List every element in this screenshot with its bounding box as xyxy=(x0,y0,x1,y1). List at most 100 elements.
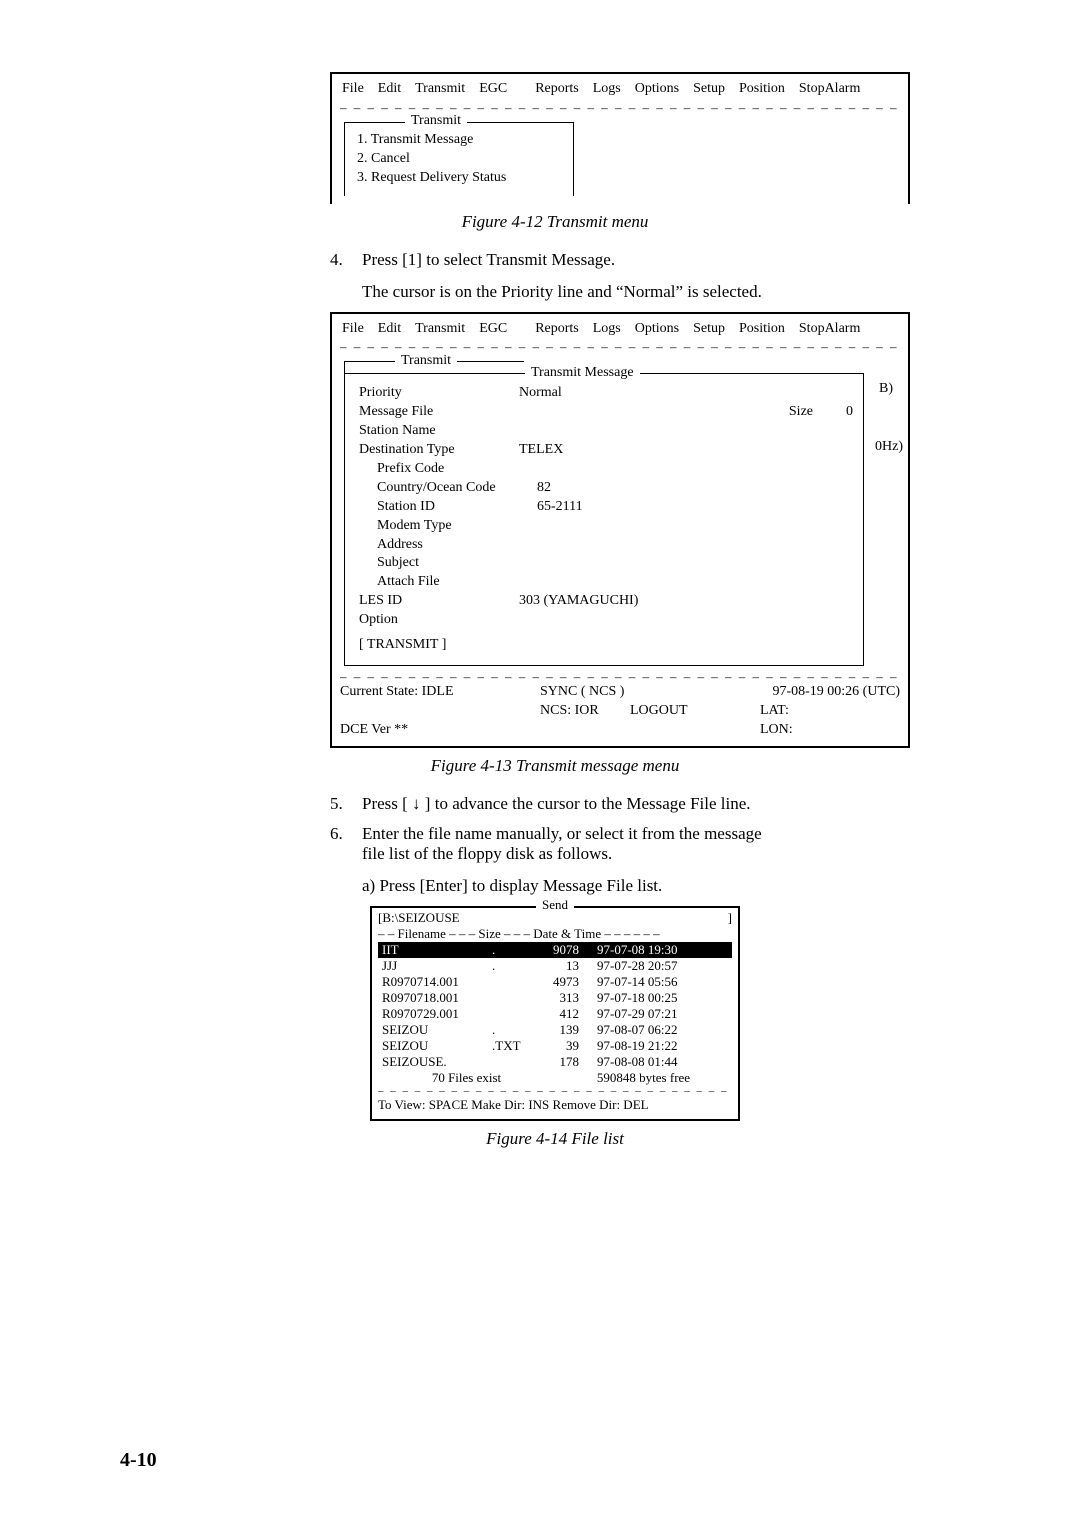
file-datetime: 97-07-14 05:56 xyxy=(583,974,732,990)
transmit-item-3[interactable]: 3. Request Delivery Status xyxy=(357,169,561,188)
menu-egc[interactable]: EGC xyxy=(479,80,507,99)
file-table: IIT.907897-07-08 19:30JJJ.1397-07-28 20:… xyxy=(378,942,732,1070)
fig12-box: File Edit Transmit EGC Reports Logs Opti… xyxy=(330,72,910,204)
m2-egc[interactable]: EGC xyxy=(479,320,507,339)
menu-options[interactable]: Options xyxy=(635,80,679,99)
transmit-dropdown-title: Transmit xyxy=(405,112,467,131)
file-size: 139 xyxy=(528,1022,583,1038)
option-label: Option xyxy=(359,611,519,630)
menubar-2: File Edit Transmit EGC Reports Logs Opti… xyxy=(340,320,900,341)
file-row[interactable]: R0970718.00131397-07-18 00:25 xyxy=(378,990,732,1006)
transmit-button[interactable]: [ TRANSMIT ] xyxy=(359,636,446,655)
file-row[interactable]: SEIZOU.TXT3997-08-19 21:22 xyxy=(378,1038,732,1054)
country-value[interactable]: 82 xyxy=(537,479,551,498)
menu-stopalarm[interactable]: StopAlarm xyxy=(799,80,860,99)
menu-reports[interactable]: Reports xyxy=(535,80,579,99)
file-ext: . xyxy=(488,958,528,974)
file-row[interactable]: SEIZOUSE.17897-08-08 01:44 xyxy=(378,1054,732,1070)
step-6-text: Enter the file name manually, or select … xyxy=(362,824,780,864)
m2-logs[interactable]: Logs xyxy=(593,320,621,339)
file-size: 13 xyxy=(528,958,583,974)
file-ext xyxy=(488,1006,528,1022)
menu-logs[interactable]: Logs xyxy=(593,80,621,99)
step-5-num: 5. xyxy=(330,794,350,814)
dash-rule-3: – – – – – – – – – – – – – – – – – – – – … xyxy=(340,670,900,683)
file-ext: . xyxy=(488,1022,528,1038)
file-ext xyxy=(488,990,528,1006)
station-label: Station Name xyxy=(359,422,519,441)
step-4-follow: The cursor is on the Priority line and “… xyxy=(362,282,780,302)
send-title: Send xyxy=(536,897,574,913)
step-4: 4. Press [1] to select Transmit Message. xyxy=(330,250,780,270)
m2-transmit[interactable]: Transmit xyxy=(415,320,465,339)
m2-position[interactable]: Position xyxy=(739,320,785,339)
file-name: SEIZOU xyxy=(378,1022,488,1038)
file-datetime: 97-07-08 19:30 xyxy=(583,942,732,958)
size-label: Size xyxy=(789,403,813,422)
file-row[interactable]: IIT.907897-07-08 19:30 xyxy=(378,942,732,958)
page-number: 4-10 xyxy=(120,1449,157,1472)
file-row[interactable]: JJJ.1397-07-28 20:57 xyxy=(378,958,732,974)
bytes-free: 590848 bytes free xyxy=(555,1070,732,1086)
stationid-value[interactable]: 65-2111 xyxy=(537,498,583,517)
menu-position[interactable]: Position xyxy=(739,80,785,99)
m2-stopalarm[interactable]: StopAlarm xyxy=(799,320,860,339)
file-name: JJJ xyxy=(378,958,488,974)
modem-label: Modem Type xyxy=(359,517,537,536)
menu-edit[interactable]: Edit xyxy=(378,80,401,99)
annot-b: B) xyxy=(879,380,893,399)
m2-file[interactable]: File xyxy=(342,320,364,339)
status-logout: LOGOUT xyxy=(630,702,720,721)
file-datetime: 97-08-07 06:22 xyxy=(583,1022,732,1038)
m2-options[interactable]: Options xyxy=(635,320,679,339)
msgfile-label: Message File xyxy=(359,403,519,422)
file-row[interactable]: SEIZOU.13997-08-07 06:22 xyxy=(378,1022,732,1038)
priority-value[interactable]: Normal xyxy=(519,384,562,403)
fig13-box: File Edit Transmit EGC Reports Logs Opti… xyxy=(330,312,910,748)
file-row[interactable]: R0970714.001 497397-07-14 05:56 xyxy=(378,974,732,990)
transmit-item-2[interactable]: 2. Cancel xyxy=(357,150,561,169)
file-row[interactable]: R0970729.00141297-07-29 07:21 xyxy=(378,1006,732,1022)
file-ext: .TXT xyxy=(488,1038,528,1054)
transmit-message-frame: Transmit Message B) 0Hz) PriorityNormal … xyxy=(344,373,864,665)
desttype-value[interactable]: TELEX xyxy=(519,441,563,460)
file-name: SEIZOU xyxy=(378,1038,488,1054)
file-datetime: 97-07-18 00:25 xyxy=(583,990,732,1006)
fig13-outer-tab: Transmit xyxy=(344,361,524,373)
fig13-caption: Figure 4-13 Transmit message menu xyxy=(330,756,780,776)
file-datetime: 97-08-19 21:22 xyxy=(583,1038,732,1054)
file-size: 39 xyxy=(528,1038,583,1054)
m2-reports[interactable]: Reports xyxy=(535,320,579,339)
desttype-label: Destination Type xyxy=(359,441,519,460)
address-label: Address xyxy=(359,536,537,555)
path-value: B:\SEIZOUSE xyxy=(382,910,459,926)
file-size: 313 xyxy=(528,990,583,1006)
priority-label: Priority xyxy=(359,384,519,403)
prefix-label: Prefix Code xyxy=(359,460,537,479)
page: File Edit Transmit EGC Reports Logs Opti… xyxy=(0,0,1080,1528)
transmit-item-1[interactable]: 1. Transmit Message xyxy=(357,131,561,150)
files-exist: 70 Files exist xyxy=(378,1070,555,1086)
menubar: File Edit Transmit EGC Reports Logs Opti… xyxy=(340,80,900,101)
size-value: 0 xyxy=(813,403,853,422)
menu-transmit[interactable]: Transmit xyxy=(415,80,465,99)
status-current-state: Current State: IDLE xyxy=(340,683,540,702)
menu-setup[interactable]: Setup xyxy=(693,80,725,99)
file-size: 4973 xyxy=(528,974,583,990)
m2-setup[interactable]: Setup xyxy=(693,320,725,339)
path-close: ] xyxy=(728,910,732,926)
lesid-value[interactable]: 303 (YAMAGUCHI) xyxy=(519,592,638,611)
annot-0hz: 0Hz) xyxy=(875,438,903,457)
file-name: R0970714.001 xyxy=(378,974,488,990)
dash-rule-4: – – – – – – – – – – – – – – – – – – – – … xyxy=(378,1086,732,1097)
file-datetime: 97-08-08 01:44 xyxy=(583,1054,732,1070)
filelist-header: – – Filename – – – Size – – – Date & Tim… xyxy=(378,926,732,942)
status-lat: LAT: xyxy=(720,702,900,721)
stationid-label: Station ID xyxy=(359,498,537,517)
menu-file[interactable]: File xyxy=(342,80,364,99)
file-name: R0970729.001 xyxy=(378,1006,488,1022)
fig12-caption: Figure 4-12 Transmit menu xyxy=(330,212,780,232)
m2-edit[interactable]: Edit xyxy=(378,320,401,339)
fig14-box: Send [ B:\SEIZOUSE ] – – Filename – – – … xyxy=(370,906,740,1121)
step-6-num: 6. xyxy=(330,824,350,864)
